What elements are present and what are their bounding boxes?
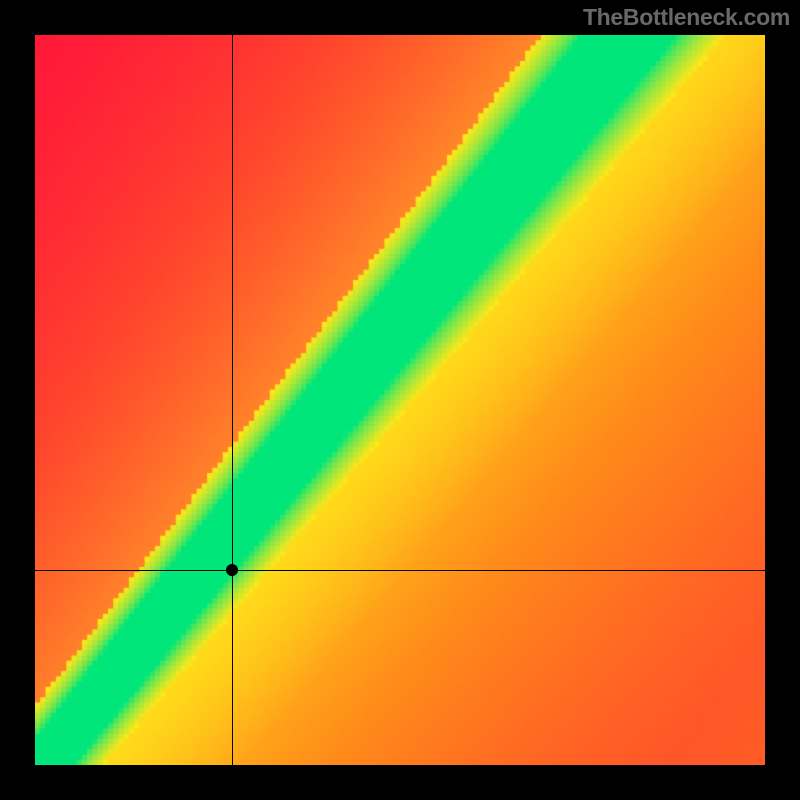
watermark-text: TheBottleneck.com (583, 4, 790, 31)
crosshair-vertical (232, 35, 233, 765)
heatmap-canvas (35, 35, 765, 765)
plot-area (35, 35, 765, 765)
chart-container: TheBottleneck.com (0, 0, 800, 800)
marker-dot (226, 564, 238, 576)
crosshair-horizontal (35, 570, 765, 571)
